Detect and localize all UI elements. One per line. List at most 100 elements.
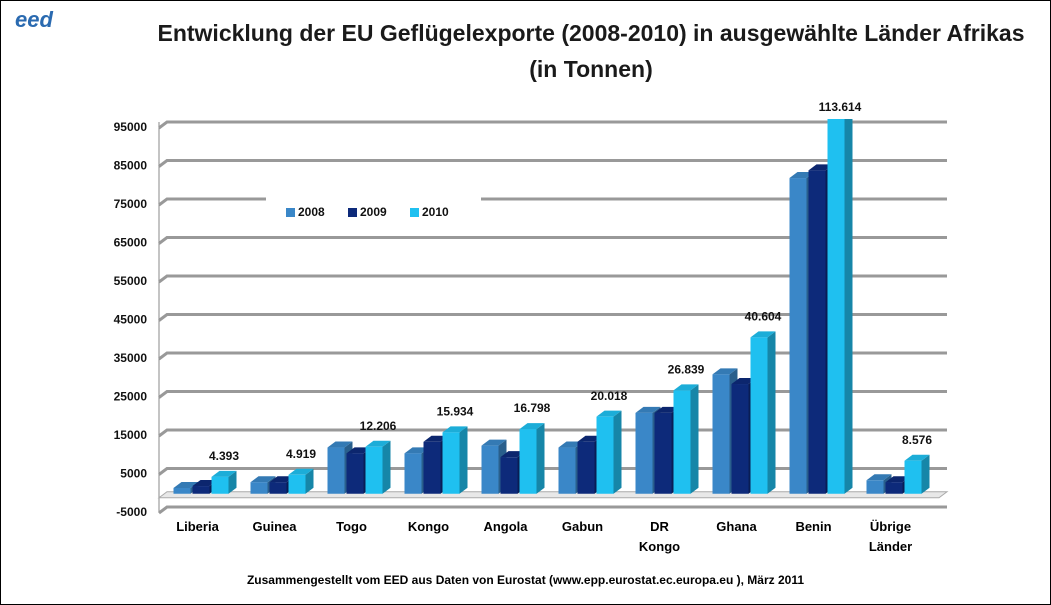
grid-line bbox=[158, 120, 947, 130]
bar-top bbox=[365, 440, 391, 447]
x-tick-label: Kongo bbox=[407, 519, 450, 534]
bar-top bbox=[577, 435, 603, 442]
bar-top bbox=[442, 426, 468, 433]
y-tick-label: 15000 bbox=[114, 428, 148, 442]
grid-line bbox=[158, 236, 947, 245]
y-tick-label: 45000 bbox=[114, 313, 148, 327]
bar bbox=[731, 384, 749, 494]
bar bbox=[866, 480, 884, 494]
bar bbox=[596, 416, 614, 494]
bar-top bbox=[423, 435, 449, 442]
legend-label: 2008 bbox=[298, 205, 325, 219]
data-label: 26.839 bbox=[668, 363, 705, 377]
data-label: 4.919 bbox=[286, 447, 316, 461]
bar bbox=[250, 482, 268, 494]
bar-top bbox=[712, 368, 738, 375]
bar-top bbox=[192, 480, 218, 487]
bar bbox=[192, 486, 210, 494]
bar-top bbox=[750, 331, 776, 338]
bar bbox=[750, 337, 768, 494]
chart-title: Entwicklung der EU Geflügelexporte (2008… bbox=[157, 20, 1025, 82]
x-tick-label: Gabun bbox=[561, 519, 604, 534]
bar-top bbox=[288, 468, 314, 475]
bar bbox=[577, 441, 595, 494]
bar-top bbox=[808, 164, 834, 171]
y-tick-label: 5000 bbox=[120, 467, 147, 481]
x-tick-label: DR Kongo bbox=[638, 519, 681, 554]
bar-top bbox=[250, 476, 276, 483]
bar-top bbox=[789, 172, 815, 179]
bar bbox=[789, 178, 807, 494]
data-label: 12.206 bbox=[360, 419, 397, 433]
x-tick-label: Übrige Länder bbox=[868, 519, 913, 554]
bar bbox=[558, 447, 576, 494]
y-tick-label: 75000 bbox=[114, 197, 148, 211]
bar-top bbox=[866, 474, 892, 481]
bar bbox=[904, 460, 922, 494]
bar-top bbox=[904, 454, 930, 461]
bar bbox=[885, 482, 903, 494]
x-tick-label: Guinea bbox=[252, 519, 297, 534]
bar bbox=[808, 170, 826, 494]
data-label: 40.604 bbox=[745, 310, 782, 324]
bar bbox=[827, 119, 845, 494]
bar-top bbox=[635, 406, 661, 413]
data-label: 8.576 bbox=[902, 433, 932, 447]
grid-line bbox=[158, 159, 947, 168]
bar bbox=[712, 374, 730, 494]
bar-side bbox=[690, 384, 699, 494]
bar-side bbox=[921, 454, 930, 494]
bar bbox=[288, 474, 306, 494]
data-label: 4.393 bbox=[209, 449, 239, 463]
bar-side bbox=[536, 423, 545, 494]
x-tick-label: Togo bbox=[336, 519, 367, 534]
bar-side bbox=[613, 410, 622, 494]
bar-top bbox=[828, 50, 853, 56]
bar-side bbox=[382, 440, 391, 494]
bar-top bbox=[731, 378, 757, 385]
legend-swatch bbox=[410, 208, 419, 217]
grid-line bbox=[158, 274, 947, 284]
bar bbox=[211, 476, 229, 494]
grid-line bbox=[158, 505, 947, 515]
bar-side bbox=[305, 468, 314, 494]
bar bbox=[346, 453, 364, 494]
y-tick-label: 25000 bbox=[114, 390, 148, 404]
bar bbox=[404, 453, 422, 494]
legend-label: 2009 bbox=[360, 205, 387, 219]
y-tick-label: -5000 bbox=[116, 505, 147, 519]
bar bbox=[654, 412, 672, 494]
x-tick-label: Liberia bbox=[176, 519, 219, 534]
data-label: 113.614 bbox=[819, 100, 862, 114]
bar-top bbox=[500, 451, 526, 458]
bars bbox=[173, 50, 930, 494]
legend-swatch bbox=[286, 208, 295, 217]
bar bbox=[365, 446, 383, 494]
bar-side bbox=[767, 331, 776, 494]
bar-top bbox=[346, 447, 372, 454]
bar bbox=[442, 432, 460, 494]
bar bbox=[635, 412, 653, 494]
grid-line bbox=[158, 197, 947, 207]
bar-side bbox=[228, 470, 237, 494]
grid-line bbox=[158, 351, 947, 361]
data-label: 15.934 bbox=[437, 405, 474, 419]
bar bbox=[327, 447, 345, 494]
grid-line bbox=[158, 313, 947, 322]
bar-side bbox=[459, 426, 468, 494]
bar-top bbox=[885, 476, 911, 483]
bar-top bbox=[481, 439, 507, 446]
logo: eed bbox=[15, 7, 53, 32]
bar-top bbox=[596, 410, 622, 417]
bar bbox=[423, 441, 441, 494]
bar-top bbox=[327, 441, 353, 448]
y-tick-label: 55000 bbox=[114, 274, 148, 288]
bar-top bbox=[269, 476, 295, 483]
bar-top bbox=[404, 447, 430, 454]
bar bbox=[673, 390, 691, 494]
legend-label: 2010 bbox=[422, 205, 449, 219]
bar bbox=[519, 429, 537, 494]
x-tick-label: Benin bbox=[795, 519, 832, 534]
